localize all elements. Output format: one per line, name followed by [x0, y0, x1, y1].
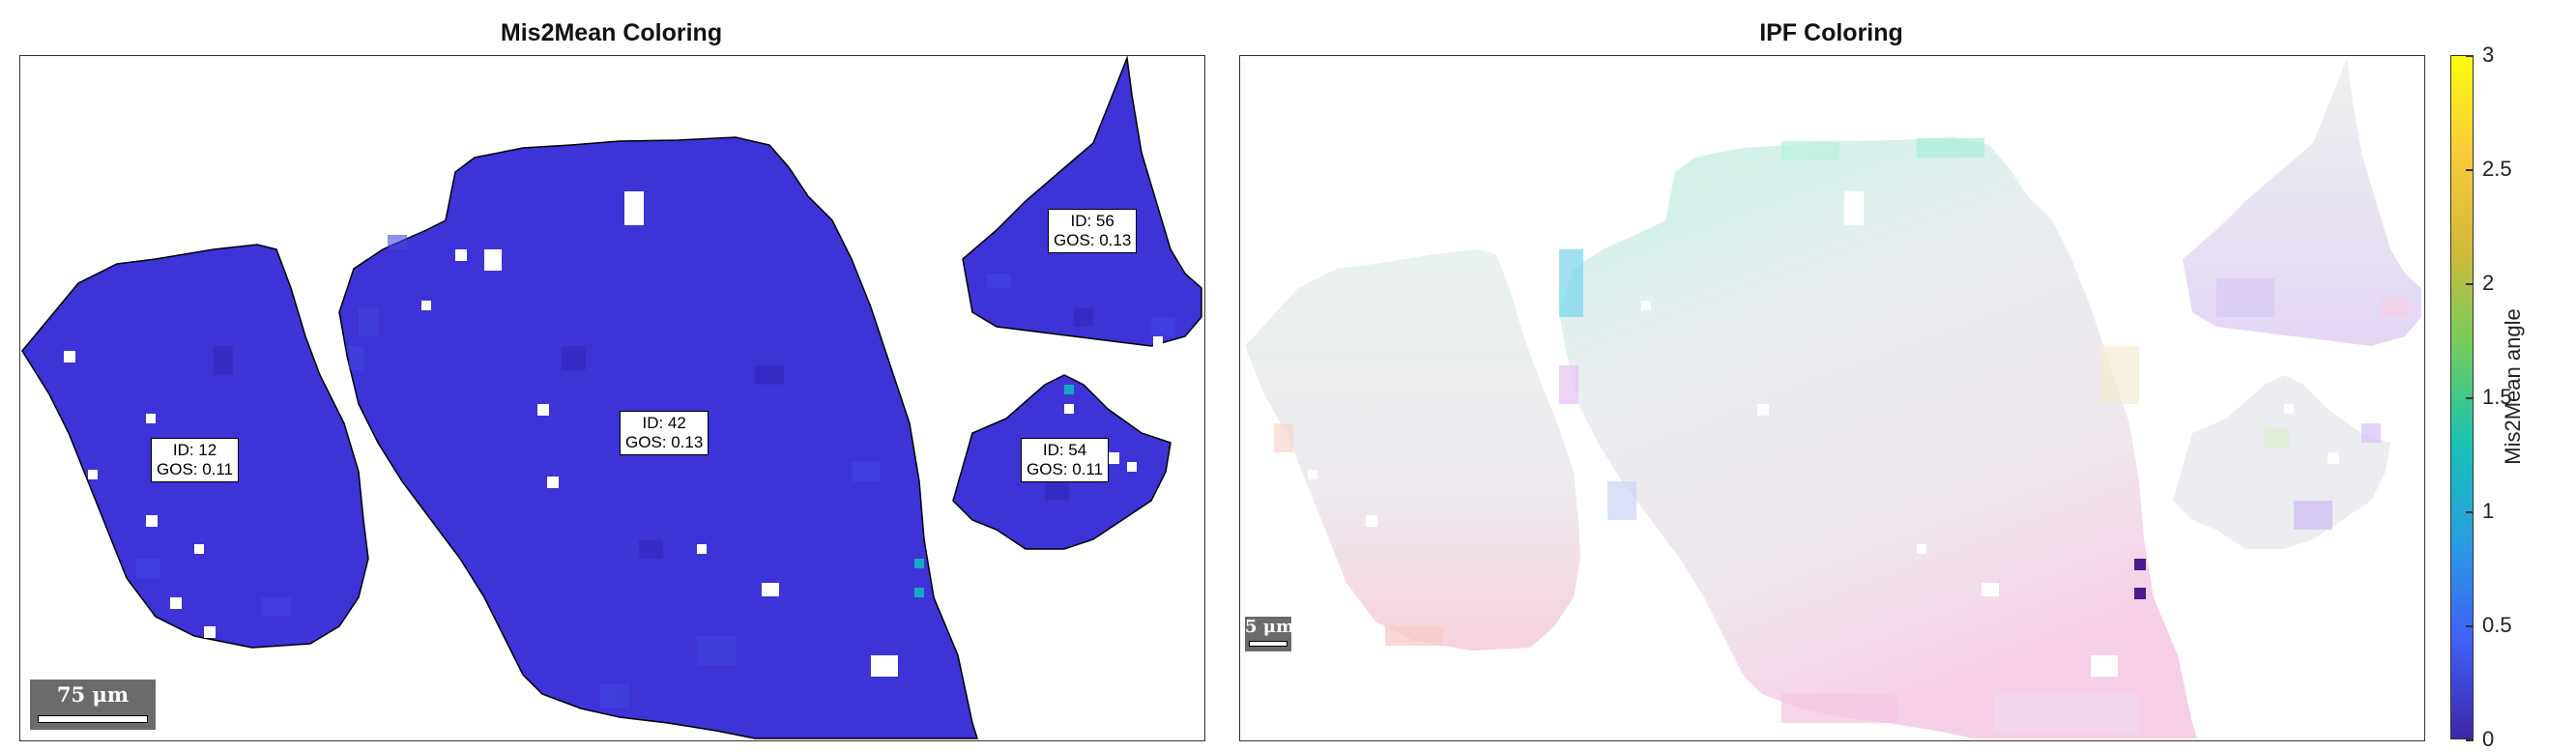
- grain-56-region: [962, 56, 1202, 347]
- outlier-pixel: [914, 559, 924, 568]
- colorbar-tick-label: 3: [2482, 43, 2495, 67]
- ipf-grain-42: [1559, 137, 2197, 738]
- outlier-pixel: [914, 588, 924, 597]
- scalebar-right: 5 μm: [1245, 617, 1291, 651]
- grain-label-12: ID: 12 GOS: 0.11: [151, 438, 240, 482]
- right-axes: 5 μm: [1239, 55, 2425, 741]
- ipf-grain-56: [2183, 58, 2421, 346]
- colorbar-tick-mark: [2466, 397, 2474, 399]
- left-axes: ID: 12 GOS: 0.11 ID: 42 GOS: 0.13 ID: 56 GO…: [19, 55, 1205, 741]
- colorbar-tick-label: 1: [2482, 499, 2495, 523]
- ipf-patches: [1274, 138, 2410, 733]
- grain-label-54: ID: 54 GOS: 0.11: [1021, 438, 1110, 482]
- colorbar-tick-label: 2: [2482, 271, 2495, 295]
- left-chart-title: Mis2Mean Coloring: [500, 19, 723, 46]
- ipf-non-indexed-pixels: [1308, 191, 2339, 677]
- ipf-grain-54: [2173, 375, 2390, 549]
- colorbar-tick-label: 0: [2482, 727, 2495, 751]
- colorbar-tick-label: 0.5: [2482, 613, 2512, 637]
- colorbar-tick-label: 2.5: [2482, 157, 2512, 181]
- colorbar-tick-mark: [2466, 739, 2474, 741]
- colorbar-label: Mis2Mean angle: [2501, 308, 2525, 465]
- texture-dark: [214, 307, 1093, 559]
- colorbar-tick-mark: [2466, 169, 2474, 171]
- texture-light: [136, 235, 1175, 709]
- ipf-outlier-pixel: [2134, 559, 2146, 570]
- grain-label-42: ID: 42 GOS: 0.13: [620, 411, 709, 455]
- mis2mean-map: [21, 56, 1202, 739]
- non-indexed-pixels: [64, 191, 1163, 677]
- scalebar-left: 75 μm: [30, 680, 156, 730]
- colorbar-tick-mark: [2466, 511, 2474, 513]
- colorbar-tick-mark: [2466, 55, 2474, 57]
- colorbar-tick-label: 1.5: [2482, 385, 2512, 409]
- grain-label-56: ID: 56 GOS: 0.13: [1048, 209, 1138, 253]
- right-chart-title: IPF Coloring: [1759, 19, 1903, 46]
- ipf-map: [1245, 58, 2421, 738]
- colorbar-tick-mark: [2466, 283, 2474, 285]
- ipf-grain-12: [1245, 249, 1580, 651]
- ipf-outlier-pixel: [2134, 588, 2146, 599]
- colorbar-tick-mark: [2466, 625, 2474, 627]
- outlier-pixel: [1064, 385, 1074, 394]
